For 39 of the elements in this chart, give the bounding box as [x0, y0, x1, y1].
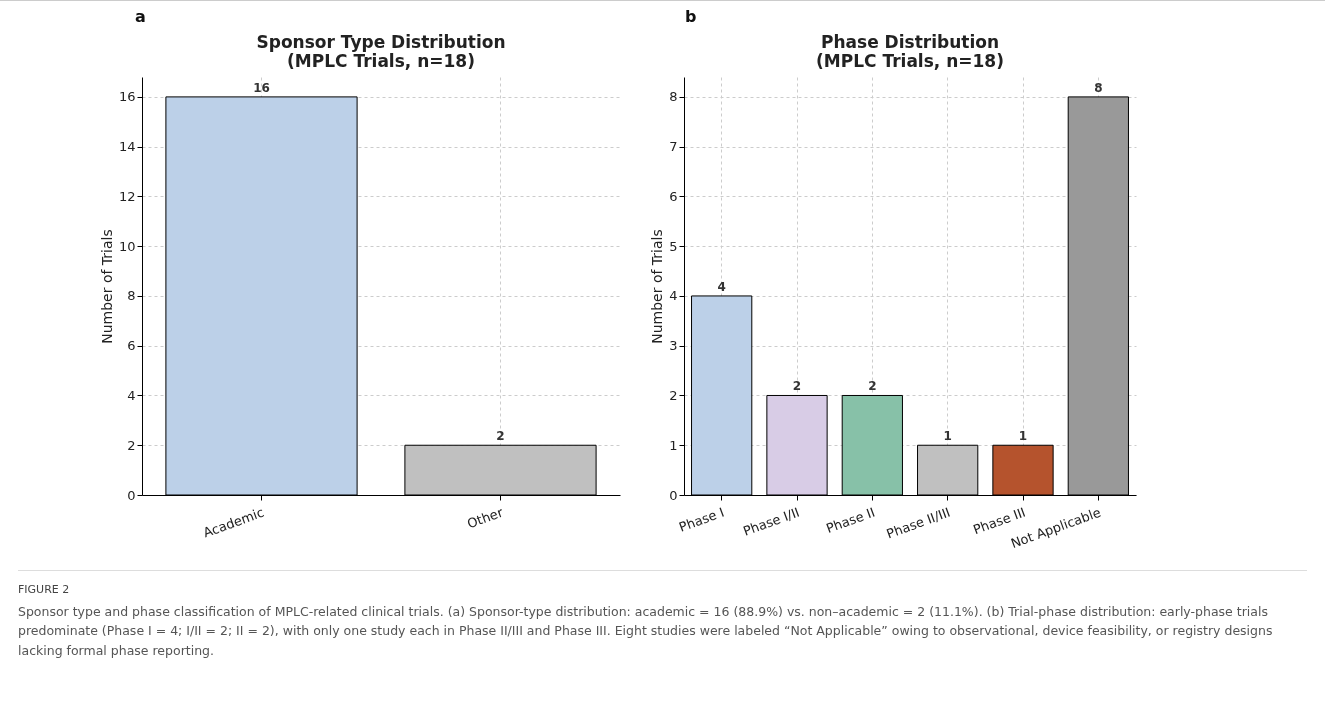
- y-tick-label: 4: [127, 387, 136, 403]
- y-tick-label: 4: [669, 288, 678, 304]
- y-tick-label: 12: [118, 188, 136, 204]
- y-axis-title: Number of Trials: [649, 229, 666, 344]
- y-tick-label: 6: [669, 188, 678, 204]
- y-axis-title: Number of Trials: [98, 229, 115, 344]
- text: b: [685, 7, 697, 26]
- caption: FIGURE 2: [18, 582, 71, 598]
- chart-title: Phase Distribution (MPLC Trials, n=18): [816, 32, 1004, 71]
- y-tick-label: 8: [669, 89, 678, 105]
- data-label: 8: [1094, 80, 1103, 95]
- data-label: 2: [792, 379, 802, 394]
- y-tick-label: 5: [669, 238, 678, 254]
- y-tick-label: 2: [127, 437, 136, 453]
- data-label: 2: [868, 379, 877, 394]
- y-tick-label: 16: [118, 89, 136, 105]
- y-tick-label: 1: [669, 437, 678, 453]
- text: a: [135, 7, 146, 26]
- data-label: 1: [943, 429, 952, 444]
- x-tick-label: Phase II: [824, 504, 877, 537]
- y-tick-label: 2: [669, 387, 678, 403]
- x-tick-label: Phase I: [677, 504, 727, 535]
- data-label: 16: [253, 80, 270, 95]
- y-tick-label: 14: [118, 139, 136, 155]
- x-tick-label: Other: [465, 504, 506, 532]
- y-tick-label: 0: [669, 487, 678, 503]
- y-tick-label: 10: [118, 238, 136, 254]
- data-label: 2: [496, 429, 505, 444]
- y-tick-label: 6: [127, 338, 136, 354]
- y-tick-label: 8: [127, 288, 136, 304]
- text: Sponsor type and phase classification of MPLC-related clinical trials. (a) Sponsor-type distribution: academic = 16 (88.9%) vs. non–academic = 2 (11.1%). (b) Trial-phase distribution: early-phase trials predominate (Phase I = 4; I/II = 2; II = 2), with only one study each in Phase II/III and Phase III. Eight studies were labeled “Not Applicable” owing to observational, device feasibility, or registry designs lacking formal phase reporting.: [18, 603, 1274, 660]
- x-tick-label: Phase II/III: [884, 504, 953, 542]
- y-tick-label: 3: [669, 338, 678, 354]
- y-tick-label: 0: [127, 487, 136, 503]
- y-tick-label: 7: [669, 139, 678, 155]
- data-label: 4: [717, 279, 726, 294]
- x-tick-label: Phase I/II: [741, 504, 802, 539]
- data-label: 1: [1018, 429, 1028, 444]
- chart-title: Sponsor Type Distribution (MPLC Trials, n=18): [256, 32, 506, 71]
